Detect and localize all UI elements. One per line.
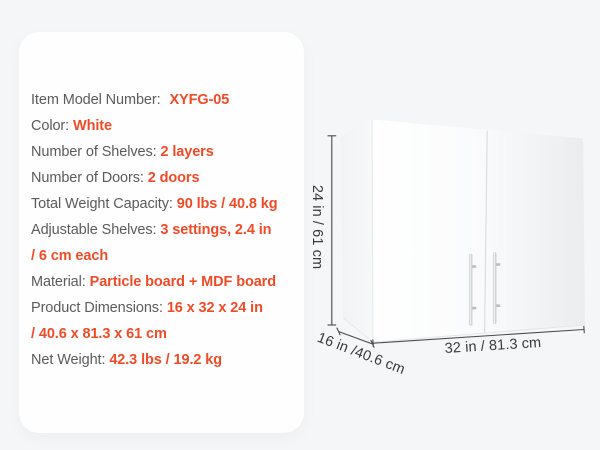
cabinet-door-gap [484, 130, 488, 333]
spec-value: White [73, 118, 112, 134]
spec-value: 2 layers [160, 144, 214, 160]
spec-value: 3 settings, 2.4 in [160, 222, 272, 238]
cabinet-front-panel [372, 119, 585, 342]
spec-label: Product Dimensions: [31, 300, 167, 316]
spec-line-adjustable: Adjustable Shelves: 3 settings, 2.4 in [31, 217, 300, 243]
spec-label: Number of Doors: [31, 170, 148, 186]
product-info-card: Item Model Number: XYFG-05 Color: White … [19, 32, 304, 433]
spec-list: Item Model Number: XYFG-05 Color: White … [31, 87, 300, 373]
spec-line-color: Color: White [31, 113, 300, 139]
spec-line-shelves: Number of Shelves: 2 layers [31, 139, 300, 165]
width-dimension-line [372, 325, 585, 347]
spec-label: Color: [31, 118, 74, 134]
spec-value: 42.3 lbs / 19.2 kg [109, 352, 222, 368]
cabinet-handle-left [469, 253, 477, 326]
spec-line-dimensions-cont: / 40.6 x 81.3 x 61 cm [31, 321, 300, 347]
spec-line-material: Material: Particle board + MDF board [31, 269, 300, 295]
spec-value: 2 doors [147, 170, 200, 186]
spec-label: Net Weight: [31, 352, 110, 368]
spec-line-dimensions: Product Dimensions: 16 x 32 x 24 in [31, 295, 300, 321]
spec-label: Material: [31, 274, 90, 290]
spec-label: Total Weight Capacity: [31, 196, 177, 212]
height-dimension-label: 24 in / 61 cm [309, 184, 325, 270]
spec-value: 90 lbs / 40.8 kg [176, 196, 278, 212]
spec-line-capacity: Total Weight Capacity: 90 lbs / 40.8 kg [31, 191, 300, 217]
cabinet-diagram [327, 119, 586, 348]
spec-value: Particle board + MDF board [89, 274, 276, 290]
spec-value: / 40.6 x 81.3 x 61 cm [31, 326, 167, 342]
cabinet-front-left-edge [371, 119, 374, 343]
spec-value: XYFG-05 [169, 92, 230, 108]
spec-label: Adjustable Shelves: [31, 222, 161, 238]
cabinet-side-panel [341, 119, 373, 342]
cabinet-handle-right [493, 252, 501, 325]
spec-line-doors: Number of Doors: 2 doors [31, 165, 300, 191]
spec-label: Number of Shelves: [31, 144, 161, 160]
spec-value: / 6 cm each [31, 248, 109, 264]
height-dimension-line [327, 135, 337, 326]
spec-value: 16 x 32 x 24 in [166, 300, 263, 316]
spec-label: Item Model Number: [31, 92, 165, 108]
spec-line-adjustable-cont: / 6 cm each [31, 243, 300, 269]
spec-line-weight: Net Weight: 42.3 lbs / 19.2 kg [31, 347, 300, 373]
spec-line-model: Item Model Number: XYFG-05 [31, 87, 300, 113]
